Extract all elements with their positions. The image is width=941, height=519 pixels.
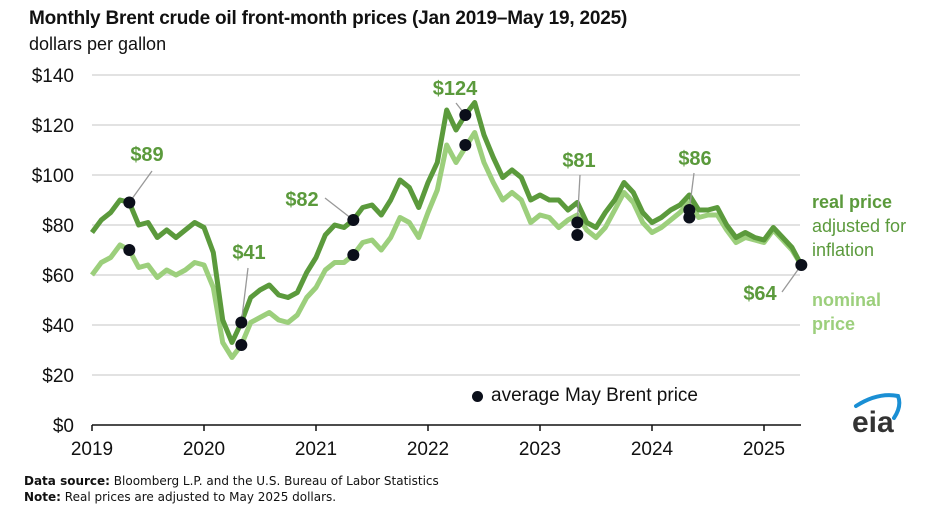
legend-nominal-price: nominal price <box>812 288 881 336</box>
series-line-nominal <box>89 130 804 360</box>
callouts: $89 $41 $82 $124 $81 $86 $64 <box>128 78 802 323</box>
may-point-real-2019 <box>123 196 136 209</box>
may-point-real-2020 <box>235 316 248 329</box>
y-tick-label: $80 <box>42 216 74 237</box>
eia-logo-text: eia <box>852 406 894 438</box>
may-point-nominal-2022 <box>459 139 472 151</box>
legend-real-line1: real price <box>812 192 893 212</box>
x-tick-label: 2023 <box>519 439 561 460</box>
legend-may-dot: average May Brent price <box>472 385 698 407</box>
legend-dot-label: average May Brent price <box>491 385 698 406</box>
may-points <box>123 109 808 351</box>
callout-label-2019: $89 <box>130 144 163 166</box>
may-point-nominal-2019 <box>123 244 136 256</box>
callout-label-2025: $64 <box>743 283 777 305</box>
data-source-label: Data source: <box>24 474 110 488</box>
x-tick-label: 2021 <box>295 439 337 460</box>
legend-real-line3: inflation <box>812 240 875 260</box>
data-source-note: Data source: Bloomberg L.P. and the U.S.… <box>24 474 439 488</box>
y-tick-label: $140 <box>32 66 74 87</box>
y-tick-label: $40 <box>42 316 74 337</box>
legend-nominal-line2: price <box>812 314 856 334</box>
y-tick-label: $120 <box>32 116 74 137</box>
callout-label-2023: $81 <box>562 150 595 172</box>
note-text: Real prices are adjusted to May 2025 dol… <box>60 490 337 504</box>
chart-subtitle: dollars per gallon <box>29 34 167 54</box>
may-point-real-2021 <box>347 214 360 226</box>
series-lines <box>89 100 804 360</box>
y-tick-label: $20 <box>42 366 74 387</box>
note-label: Note: <box>24 490 61 504</box>
legend-nominal-line1: nominal <box>812 290 882 310</box>
callout-label-2022: $124 <box>433 78 478 100</box>
may-point-real-2023 <box>571 216 584 229</box>
callout-label-2024: $86 <box>678 148 711 170</box>
callout-leader <box>688 172 695 211</box>
eia-logo-arc <box>854 393 902 420</box>
y-tick-label: $0 <box>53 416 74 437</box>
x-tick-label: 2019 <box>71 439 113 460</box>
may-point-nominal-2020 <box>235 339 248 351</box>
eia-logo: eia <box>848 388 908 439</box>
y-tick-label: $100 <box>32 166 74 187</box>
callout-leader <box>128 170 153 203</box>
x-tick-label: 2020 <box>183 439 225 460</box>
x-tick-label: 2025 <box>743 439 785 460</box>
callout-label-2021: $82 <box>285 189 318 211</box>
callout-label-2020: $41 <box>232 242 265 264</box>
x-tick-label: 2022 <box>407 439 449 460</box>
callout-leader <box>240 267 249 323</box>
series-line-real <box>89 100 804 345</box>
chart-title: Monthly Brent crude oil front-month pric… <box>29 8 628 29</box>
may-point-nominal-2021 <box>347 249 360 261</box>
legend-dot-marker <box>472 390 483 402</box>
y-axis-ticks: $0 $20 $40 $60 $80 $100 $120 $140 <box>32 66 74 437</box>
footnote: Note: Real prices are adjusted to May 20… <box>24 490 336 504</box>
eia-logo-icon: eia <box>852 393 902 439</box>
y-tick-label: $60 <box>42 266 74 287</box>
data-source-text: Bloomberg L.P. and the U.S. Bureau of La… <box>109 474 439 488</box>
legend-real-price: real price adjusted for inflation <box>812 190 906 262</box>
may-point-real-2022 <box>459 109 472 121</box>
callout-leader <box>576 174 581 223</box>
x-axis: 2019 2020 2021 2022 2023 2024 2025 <box>71 424 801 460</box>
may-point-nominal-2023 <box>571 229 584 241</box>
may-point-real-2024 <box>683 204 696 216</box>
x-tick-label: 2024 <box>631 439 674 460</box>
legend-real-line2: adjusted for <box>812 216 907 236</box>
may-point-real-2025 <box>795 259 808 271</box>
